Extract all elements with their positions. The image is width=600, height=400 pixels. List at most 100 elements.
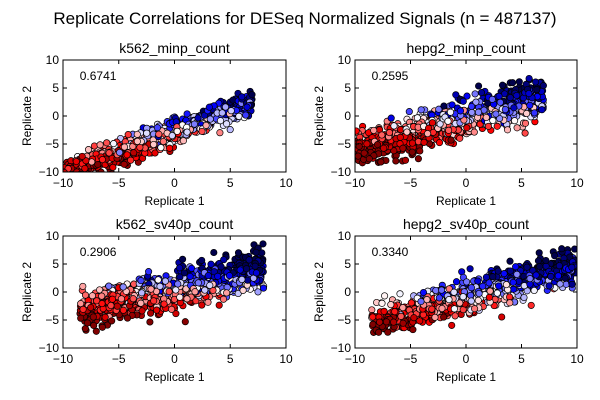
scatter-point [538, 106, 546, 114]
scatter-point [500, 270, 508, 278]
scatter-point [468, 108, 476, 116]
x-axis-label: Replicate 1 [436, 194, 496, 208]
figure-title: Replicate Correlations for DESeq Normali… [53, 9, 556, 28]
scatter-point [105, 282, 113, 290]
scatter-point [506, 293, 514, 301]
scatter-point [72, 157, 80, 166]
scatter-points [76, 240, 268, 335]
scatter-point [146, 318, 154, 326]
scatter-point [90, 321, 98, 330]
scatter-point [360, 149, 368, 157]
scatter-point [513, 270, 521, 278]
scatter-point [245, 256, 253, 264]
scatter-point [179, 137, 187, 145]
scatter-point [215, 301, 223, 309]
scatter-point [471, 305, 479, 313]
scatter-point [153, 124, 161, 132]
scatter-point [235, 112, 243, 120]
scatter-point [130, 149, 138, 157]
scatter-point [365, 155, 373, 163]
scatter-point [428, 305, 436, 313]
scatter-point [451, 312, 459, 320]
scatter-point [77, 314, 85, 322]
scatter-point [159, 137, 167, 146]
scatter-point [463, 92, 471, 100]
y-tick-label: −5 [45, 313, 59, 327]
scatter-point [172, 286, 180, 294]
scatter-point [463, 124, 471, 132]
scatter-point [477, 89, 486, 97]
scatter-point [107, 301, 115, 310]
scatter-point [103, 139, 111, 147]
scatter-point [467, 297, 475, 305]
scatter-point [547, 272, 555, 281]
scatter-point [204, 272, 212, 280]
scatter-point [463, 278, 471, 286]
scatter-point [381, 292, 389, 300]
scatter-point [205, 103, 213, 111]
scatter-point [97, 168, 105, 172]
scatter-point [81, 164, 89, 172]
scatter-point [417, 297, 425, 306]
scatter-point [258, 249, 266, 257]
scatter-point [174, 280, 182, 288]
scatter-point [523, 263, 531, 271]
scatter-point [390, 122, 398, 130]
x-tick-label: 10 [279, 352, 293, 366]
scatter-point [153, 306, 161, 314]
scatter-point [445, 126, 453, 134]
scatter-point [116, 148, 124, 157]
y-tick-label: 10 [46, 229, 60, 243]
scatter-point [254, 288, 262, 296]
scatter-point [484, 122, 492, 130]
scatter-point [206, 115, 214, 123]
scatter-point [81, 291, 90, 299]
scatter-point [392, 157, 400, 165]
scatter-point [409, 326, 417, 334]
scatter-point [168, 132, 176, 140]
scatter-point [182, 285, 190, 293]
scatter-point [133, 137, 141, 145]
scatter-point [521, 129, 529, 137]
scatter-point [88, 292, 96, 300]
scatter-point [396, 133, 404, 141]
scatter-point [561, 274, 569, 282]
y-tick-label: −10 [39, 341, 60, 355]
scatter-point [129, 295, 137, 303]
scatter-point [450, 305, 458, 313]
scatter-point [251, 262, 259, 270]
x-tick-label: 10 [279, 176, 293, 190]
y-tick-label: −5 [337, 313, 351, 327]
x-axis-label: Replicate 1 [144, 370, 204, 384]
scatter-point [410, 314, 418, 322]
y-tick-label: 0 [52, 285, 59, 299]
x-tick-label: −5 [112, 352, 126, 366]
scatter-point [475, 289, 483, 298]
scatter-point [259, 284, 268, 292]
scatter-point [479, 282, 487, 290]
scatter-point [176, 273, 184, 281]
scatter-point [485, 279, 493, 287]
scatter-point [98, 300, 106, 308]
scatter-point [534, 257, 542, 265]
scatter-point [390, 318, 398, 326]
scatter-point [470, 128, 478, 136]
scatter-point [92, 327, 100, 335]
scatter-point [155, 130, 163, 138]
scatter-point [515, 78, 523, 86]
y-tick-label: −5 [45, 137, 59, 151]
scatter-point [227, 107, 235, 115]
scatter-point [119, 283, 127, 291]
scatter-point [242, 111, 250, 119]
scatter-point [183, 295, 191, 303]
scatter-point [521, 119, 530, 127]
scatter-point [399, 319, 407, 327]
x-tick-label: −10 [345, 176, 366, 190]
scatter-point [380, 307, 388, 315]
scatter-point [223, 120, 231, 128]
scatter-point [390, 147, 398, 155]
scatter-point [123, 151, 131, 159]
subplot-k562_sv40p_count: −10 −5 0 5 10 −10 −5 0 5 10 k562_sv40p_count Replic… [20, 216, 293, 384]
scatter-point [436, 120, 444, 128]
scatter-point [252, 269, 260, 277]
